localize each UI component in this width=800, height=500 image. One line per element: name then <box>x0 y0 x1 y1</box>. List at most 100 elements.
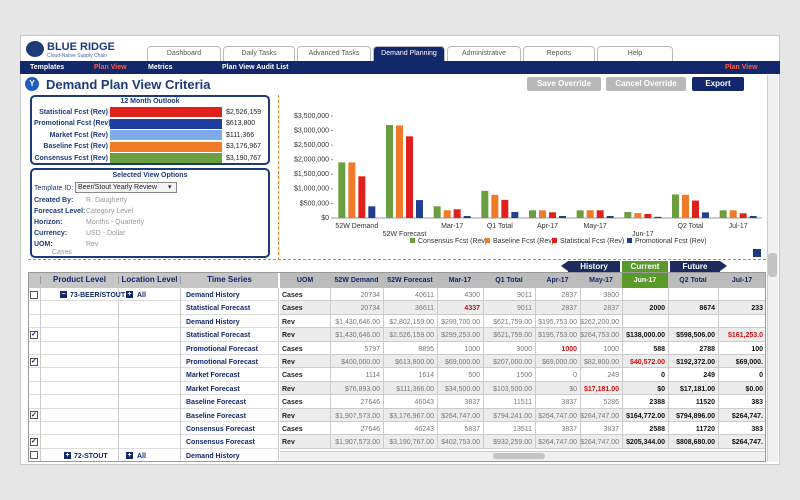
expand-toggle[interactable] <box>60 291 67 298</box>
column-header: Apr-17 <box>546 277 569 284</box>
time-series: Promotional Forecast <box>186 345 258 353</box>
cell-divider <box>535 301 536 315</box>
bar <box>729 210 737 218</box>
cell: $0 <box>569 385 577 393</box>
checkbox[interactable] <box>30 437 38 446</box>
outlook-title: 12 Month Outlook <box>120 98 180 105</box>
time-series: Demand History <box>186 292 240 299</box>
outlook-value: $613,800 <box>226 120 256 127</box>
cell-divider <box>668 341 669 355</box>
button[interactable] <box>692 77 744 91</box>
time-series: Baseline Forecast <box>186 399 246 407</box>
tab-label: Help <box>627 50 643 57</box>
left-row <box>28 409 278 422</box>
time-series: Demand History <box>186 318 240 326</box>
subnav-item[interactable]: Metrics <box>148 64 173 71</box>
cell: 27646 <box>360 426 380 433</box>
cell-divider <box>383 328 384 342</box>
column-header: Jul-17 <box>731 277 753 284</box>
cell-divider <box>580 341 581 355</box>
cell-divider <box>278 341 279 355</box>
tab[interactable] <box>223 46 295 61</box>
left-row <box>28 342 278 355</box>
cell: 20734 <box>360 305 380 313</box>
subnav-item[interactable]: Templates <box>30 64 65 71</box>
cell: 249 <box>607 372 619 380</box>
cell: $205,344.00 <box>626 439 665 447</box>
cell-divider <box>330 355 331 369</box>
cell-divider <box>622 328 623 342</box>
legend-swatch <box>485 238 490 243</box>
cell: 3000 <box>516 345 532 353</box>
button[interactable] <box>606 77 686 91</box>
bar <box>559 215 566 218</box>
cell: $400,000.00 <box>341 359 380 366</box>
checkbox[interactable] <box>30 451 38 460</box>
bar <box>491 194 499 218</box>
cell: $264,753.00 <box>580 332 619 340</box>
location-toggle[interactable] <box>126 451 133 459</box>
cell-divider <box>668 395 669 409</box>
cell: 5837 <box>464 426 480 433</box>
subnav-item[interactable]: Plan View Audit List <box>222 64 289 71</box>
cell-divider <box>278 328 279 342</box>
cell-divider <box>535 422 536 436</box>
bar <box>416 200 423 218</box>
checkbox[interactable] <box>30 357 38 366</box>
cell-divider <box>437 288 438 302</box>
expand-toggle[interactable] <box>64 451 71 459</box>
cell: 383 <box>751 426 763 433</box>
button[interactable] <box>527 77 601 91</box>
cell-divider <box>437 408 438 422</box>
cell: $3,176,967.00 <box>389 412 434 420</box>
cell: $932,259.00 <box>493 439 532 447</box>
hscroll-thumb[interactable] <box>493 453 545 459</box>
tab[interactable] <box>297 46 371 61</box>
chart-collapse[interactable] <box>753 249 761 257</box>
tab[interactable] <box>373 46 445 61</box>
subnav-item[interactable]: Plan View <box>94 64 127 71</box>
left-row <box>28 368 278 382</box>
cell-divider <box>535 328 536 342</box>
cell: $264,747.00 <box>441 412 480 420</box>
uom: Rev <box>282 385 295 393</box>
checkbox-mark: ✓ <box>31 358 37 365</box>
tab[interactable] <box>147 46 221 61</box>
cell-divider <box>118 288 119 302</box>
tab[interactable] <box>597 46 673 61</box>
bar <box>433 206 441 218</box>
outlook-bar <box>110 141 222 152</box>
right-row <box>280 422 766 436</box>
cell: $264,747.00 <box>580 439 619 447</box>
bar <box>634 213 642 218</box>
cell-divider <box>718 341 719 355</box>
cell-divider <box>622 301 623 315</box>
template-select[interactable] <box>75 182 177 193</box>
vscroll-thumb[interactable] <box>768 253 777 277</box>
checkbox[interactable] <box>30 290 38 299</box>
tab[interactable] <box>523 46 595 61</box>
location-toggle[interactable] <box>126 291 133 298</box>
cell-divider <box>278 408 279 422</box>
bar <box>348 162 356 218</box>
cell: 1000 <box>464 345 480 353</box>
checkbox[interactable] <box>30 330 38 339</box>
cell-divider <box>180 314 181 329</box>
checkbox[interactable] <box>30 411 38 420</box>
cell-divider <box>580 395 581 409</box>
cell: 1000 <box>603 345 619 353</box>
cell-divider <box>330 368 331 382</box>
cell: 4300 <box>464 292 480 299</box>
product-level: 72-STOUT <box>74 452 108 460</box>
right-row <box>280 368 766 382</box>
cell: $402,753.00 <box>441 439 480 447</box>
cell-divider <box>278 422 279 436</box>
left-row <box>28 288 278 302</box>
tab[interactable] <box>447 46 521 61</box>
cell-divider <box>437 368 438 382</box>
cell-divider <box>668 301 669 315</box>
cell-divider <box>718 288 719 302</box>
bar <box>481 190 489 218</box>
cell-divider <box>535 368 536 382</box>
left-header: Product Level <box>40 276 118 284</box>
